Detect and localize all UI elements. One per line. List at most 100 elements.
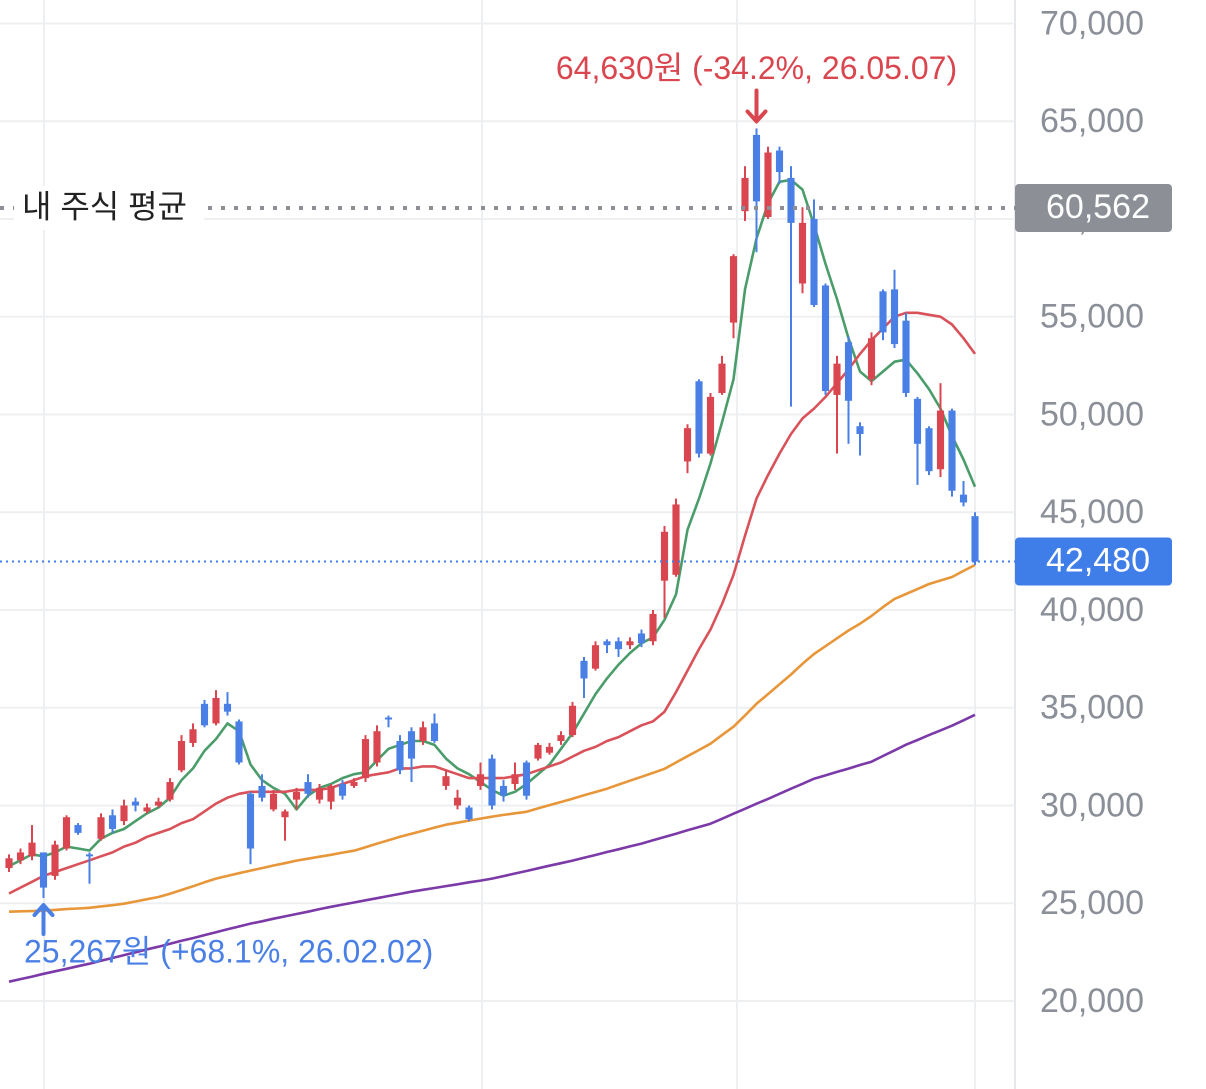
candle-body: [189, 729, 197, 743]
candle-body: [16, 852, 25, 861]
annotation-label: 25,267원 (+68.1%, 26.02.02): [24, 933, 433, 969]
candle-body: [844, 342, 853, 401]
candle-body: [741, 177, 749, 212]
average-label-bg: [14, 185, 204, 230]
y-tick-label: 65,000: [1040, 102, 1144, 140]
annotation-label: 64,630원 (-34.2%, 26.05.07): [556, 50, 957, 86]
candle-body: [591, 645, 600, 669]
candle-body: [442, 776, 450, 786]
candle-body: [649, 613, 657, 642]
candle-body: [131, 801, 140, 806]
vertical-grid: [43, 0, 1016, 1089]
candle-body: [5, 858, 13, 869]
candle-body: [522, 762, 531, 796]
candle-body: [511, 774, 519, 785]
annotation-arrow: [32, 903, 55, 937]
candle-body: [453, 797, 462, 806]
candle-body: [465, 807, 473, 820]
candle-body: [39, 852, 48, 888]
candle-body: [534, 744, 542, 759]
candle-body: [614, 641, 623, 650]
candle-body: [373, 731, 381, 763]
candle-body: [304, 782, 312, 794]
candle-body: [936, 410, 945, 470]
candle-body: [419, 727, 427, 741]
candle-body: [154, 801, 163, 806]
candle-body: [971, 516, 979, 562]
candle-body: [683, 428, 692, 462]
candle-body: [361, 739, 370, 779]
y-tick-label: 40,000: [1040, 591, 1144, 629]
candle-body: [120, 805, 128, 822]
candle-body: [660, 531, 669, 581]
candle-body: [269, 793, 278, 810]
candle-body: [350, 782, 358, 786]
candle-body: [568, 705, 577, 736]
candle-body: [315, 787, 324, 800]
candle-body: [913, 398, 922, 444]
candle-body: [476, 774, 485, 786]
candles: [5, 128, 979, 899]
y-tick-label: 25,000: [1040, 884, 1144, 922]
candle-body: [258, 785, 266, 798]
candle-body: [821, 285, 830, 392]
candle-body: [718, 363, 726, 393]
candle-body: [752, 134, 761, 202]
candle-body: [580, 660, 588, 679]
candle-body: [948, 410, 956, 491]
y-tick-label: 35,000: [1040, 689, 1144, 727]
candle-body: [959, 494, 968, 503]
ma-line: [8, 713, 976, 983]
candle-body: [902, 320, 910, 393]
ma-line: [8, 563, 976, 913]
candle-body: [177, 740, 186, 771]
annotation-arrow: [745, 88, 768, 124]
candle-body: [430, 723, 439, 741]
candle-body: [603, 641, 611, 646]
candle-body: [798, 222, 807, 284]
candle-body: [626, 641, 634, 646]
candle-body: [143, 807, 151, 812]
current-price-label: 42,480: [1046, 541, 1150, 579]
candle-body: [764, 152, 772, 218]
candle-body: [833, 363, 841, 395]
candle-body: [212, 697, 220, 724]
candle-body: [695, 381, 703, 454]
ma-lines: [8, 178, 977, 983]
candle-body: [108, 815, 117, 829]
candle-body: [856, 426, 864, 435]
candle-body: [166, 782, 174, 800]
candle-body: [557, 735, 565, 741]
candle-body: [867, 338, 876, 380]
candle-body: [729, 256, 738, 323]
candle-body: [787, 177, 795, 223]
average-badge: [1015, 183, 1172, 232]
y-tick-label: 50,000: [1040, 395, 1144, 433]
candle-body: [97, 817, 105, 839]
current-price-badge: [1015, 537, 1172, 586]
candle-body: [28, 842, 36, 857]
candle-body: [292, 791, 301, 800]
candle-body: [810, 218, 818, 305]
candle-body: [706, 396, 715, 454]
candle-body: [223, 703, 232, 712]
y-tick-label: 70,000: [1040, 4, 1144, 42]
y-tick-label: 20,000: [1040, 982, 1144, 1020]
candle-body: [890, 289, 899, 345]
candle-body: [545, 746, 554, 753]
candle-body: [62, 817, 71, 849]
candle-body: [637, 633, 646, 644]
candle-body: [672, 504, 680, 575]
candle-body: [499, 785, 508, 796]
average-label: 내 주식 평균: [22, 188, 187, 224]
candle-body: [281, 811, 289, 818]
y-tick-label: 45,000: [1040, 493, 1144, 531]
candle-body: [407, 731, 416, 759]
candle-body: [51, 844, 59, 876]
candle-body: [879, 291, 887, 333]
candle-body: [85, 854, 94, 857]
average-badge-label: 60,562: [1046, 188, 1150, 226]
candle-body: [74, 825, 82, 833]
y-tick-label: 55,000: [1040, 298, 1144, 336]
